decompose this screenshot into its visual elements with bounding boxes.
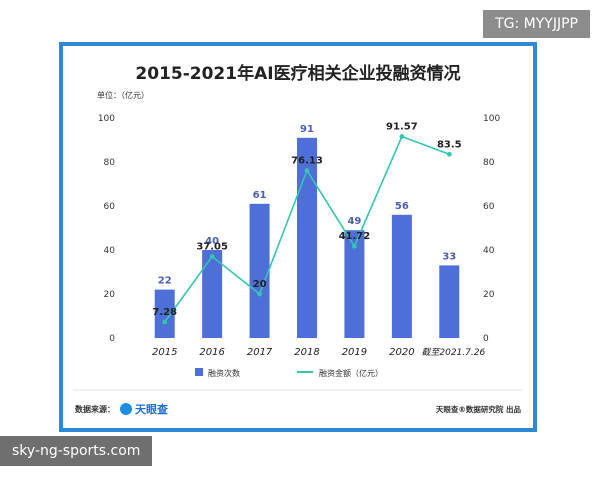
bar [344,230,365,338]
x-axis-labels: 2015 2016 2017 2018 2019 2020 截至2021.7.26 [152,347,485,358]
line-point [446,151,452,157]
y-left-tick-label: 40 [104,246,116,256]
legend: 融资次数 融资金额（亿元） [195,368,383,378]
y-left-tick-label: 20 [104,290,116,300]
line-point [352,243,357,249]
y-left-tick-label: 60 [104,202,116,212]
watermark: sky-ng-sports.com [0,436,153,466]
line-value-label: 20 [253,279,267,290]
bar [297,137,317,338]
legend-bar-swatch [195,368,203,376]
source-label: 数据来源： [75,404,115,414]
line-point [257,291,262,297]
bar-value-label: 49 [347,216,361,227]
y-left-tick-label: 80 [104,158,116,168]
y-right-tick-label: 60 [483,202,495,212]
chart-title: 2015-2021年AI医疗相关企业投融资情况 [135,63,460,84]
y-right-tick-label: 100 [483,114,500,124]
line-point [399,134,405,139]
bar [391,214,412,338]
line-series: 7.28 37.05 20 76.13 41.72 91.57 83.5 [152,122,462,325]
tianyancha-logo-icon [120,403,132,415]
bar-value-label: 22 [158,276,172,287]
corner-tag: TG: MYYJJPP [483,10,590,38]
chart: 2015-2021年AI医疗相关企业投融资情况 单位：（亿元） 0 20 40 60 8… [73,63,523,416]
y-left-tick-label: 0 [109,334,115,344]
y-right-tick-label: 40 [483,246,495,256]
bar-value-label: 56 [395,201,409,212]
line-value-label: 7.28 [152,307,177,318]
y-axis-left: 0 20 40 60 80 100 [98,114,115,344]
bar-series: 22 40 61 91 49 56 33 [154,124,460,338]
bar [249,203,270,338]
footer: 数据来源： 天眼查 天眼查®数据研究院 出品 [75,402,521,416]
x-tick-label: 2015 [152,347,177,358]
x-tick-label: 2017 [247,347,273,358]
unit-label: 单位：（亿元） [97,90,149,100]
y-left-tick-label: 100 [98,114,115,124]
y-right-tick-label: 0 [483,334,489,344]
bar-value-label: 61 [253,190,267,201]
x-tick-label: 2016 [199,347,224,358]
line-point [304,168,310,173]
line-value-label: 37.05 [196,241,228,252]
y-right-tick-label: 80 [483,158,495,168]
credit: 天眼查®数据研究院 出品 [436,404,522,414]
legend-line-label: 融资金额（亿元） [319,368,383,378]
bar [439,265,460,338]
source-brand: 天眼查 [135,402,168,416]
x-tick-label: 2020 [389,347,414,358]
bar [202,250,223,338]
line-value-label: 83.5 [437,139,462,150]
line-point [162,319,168,325]
x-tick-label: 2018 [294,347,319,358]
bar-value-label: 91 [300,124,314,135]
bar [154,289,175,338]
line-value-label: 76.13 [291,156,323,167]
legend-bar-label: 融资次数 [208,368,240,378]
y-axis-right: 0 20 40 60 80 100 [483,114,500,344]
line-value-label: 91.57 [386,122,418,133]
y-right-tick-label: 20 [483,290,495,300]
x-tick-label: 2019 [342,347,367,358]
line-point [209,254,215,259]
line-value-label: 41.72 [339,231,371,242]
bar-value-label: 33 [442,251,456,262]
x-tick-label: 截至2021.7.26 [421,347,485,358]
chart-card: 2015-2021年AI医疗相关企业投融资情况 单位：（亿元） 0 20 40 60 8… [59,42,537,432]
bar-value-label: 40 [205,236,219,247]
